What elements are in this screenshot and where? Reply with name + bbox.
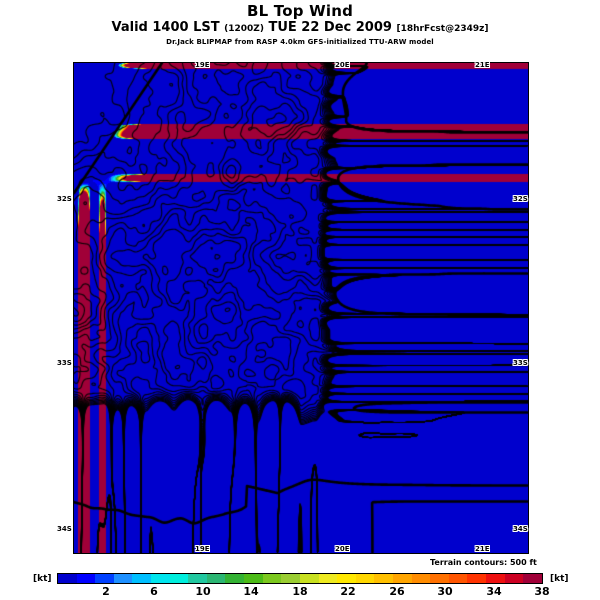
colorbar-segment: [244, 574, 263, 583]
colorbar-tick-label: 26: [389, 585, 405, 598]
wind-field-map[interactable]: [74, 63, 528, 553]
lon-label-top: 20E: [335, 61, 350, 69]
forecast-tag: [18hrFcst@2349z]: [396, 24, 489, 34]
lon-label-top: 19E: [195, 61, 210, 69]
colorbar-tick-label: 18: [292, 585, 308, 598]
colorbar-segment: [523, 574, 542, 583]
title-block: BL Top Wind Valid 1400 LST (1200Z) TUE 2…: [0, 3, 600, 47]
colorbar-segment: [132, 574, 152, 583]
lat-label-left: 32S: [57, 195, 72, 203]
colorbar-segment: [411, 574, 431, 583]
colorbar-segment: [95, 574, 114, 583]
colorbar-segment: [281, 574, 300, 583]
colorbar-segment: [486, 574, 505, 583]
colorbar-tick-label: 30: [437, 585, 453, 598]
colorbar-tick-label: 34: [486, 585, 502, 598]
page-title: BL Top Wind: [246, 2, 354, 20]
colorbar-segment: [225, 574, 245, 583]
lat-label-right: 33S: [513, 359, 528, 367]
colorbar-segment: [58, 574, 77, 583]
lat-label-left: 34S: [57, 525, 72, 533]
colorbar-segment: [299, 574, 319, 583]
colorbar-segment: [504, 574, 524, 583]
lat-label-right: 34S: [513, 525, 528, 533]
colorbar-segment: [337, 574, 356, 583]
lon-label-bottom: 21E: [475, 545, 490, 553]
colorbar-segment: [430, 574, 449, 583]
colorbar-segment: [188, 574, 207, 583]
colorbar-segment: [169, 574, 189, 583]
lon-label-top: 21E: [475, 61, 490, 69]
model-attribution: Dr.Jack BLIPMAP from RASP 4.0km GFS-init…: [166, 38, 434, 46]
colorbar-tick-label: 10: [195, 585, 211, 598]
colorbar-segment: [113, 574, 133, 583]
colorbar-segment: [374, 574, 393, 583]
valid-date: TUE 22 Dec 2009: [268, 20, 392, 35]
lon-label-bottom: 19E: [195, 545, 210, 553]
colorbar-segment: [448, 574, 468, 583]
colorbar-tick-label: 14: [243, 585, 259, 598]
valid-utc: (1200Z): [224, 24, 264, 34]
colorbar-segment: [151, 574, 170, 583]
colorbar-tick-label: 2: [102, 585, 110, 598]
colorbar-segment: [206, 574, 226, 583]
colorbar-tick-label: 38: [534, 585, 550, 598]
unit-label-right: [kt]: [550, 574, 569, 584]
map-frame[interactable]: [73, 62, 529, 554]
colorbar-legend: [kt] [kt] 2 6 10 14 18 22 26 30 34 38: [0, 571, 600, 599]
lat-label-left: 33S: [57, 359, 72, 367]
terrain-contour-note: Terrain contours: 500 ft: [430, 558, 537, 567]
colorbar-segment: [76, 574, 96, 583]
unit-label-left: [kt]: [33, 574, 52, 584]
colorbar-segment: [467, 574, 487, 583]
colorbar-segment: [355, 574, 375, 583]
colorbar-segment: [318, 574, 338, 583]
colorbar-segment: [262, 574, 282, 583]
valid-time-line: Valid 1400 LST (1200Z) TUE 22 Dec 2009 […: [0, 20, 600, 37]
valid-time: Valid 1400 LST: [111, 20, 220, 35]
lon-label-bottom: 20E: [335, 545, 350, 553]
lat-label-right: 32S: [513, 195, 528, 203]
colorbar-segment: [392, 574, 412, 583]
colorbar-strip[interactable]: [57, 573, 543, 584]
colorbar-tick-label: 6: [150, 585, 158, 598]
colorbar-tick-label: 22: [340, 585, 356, 598]
